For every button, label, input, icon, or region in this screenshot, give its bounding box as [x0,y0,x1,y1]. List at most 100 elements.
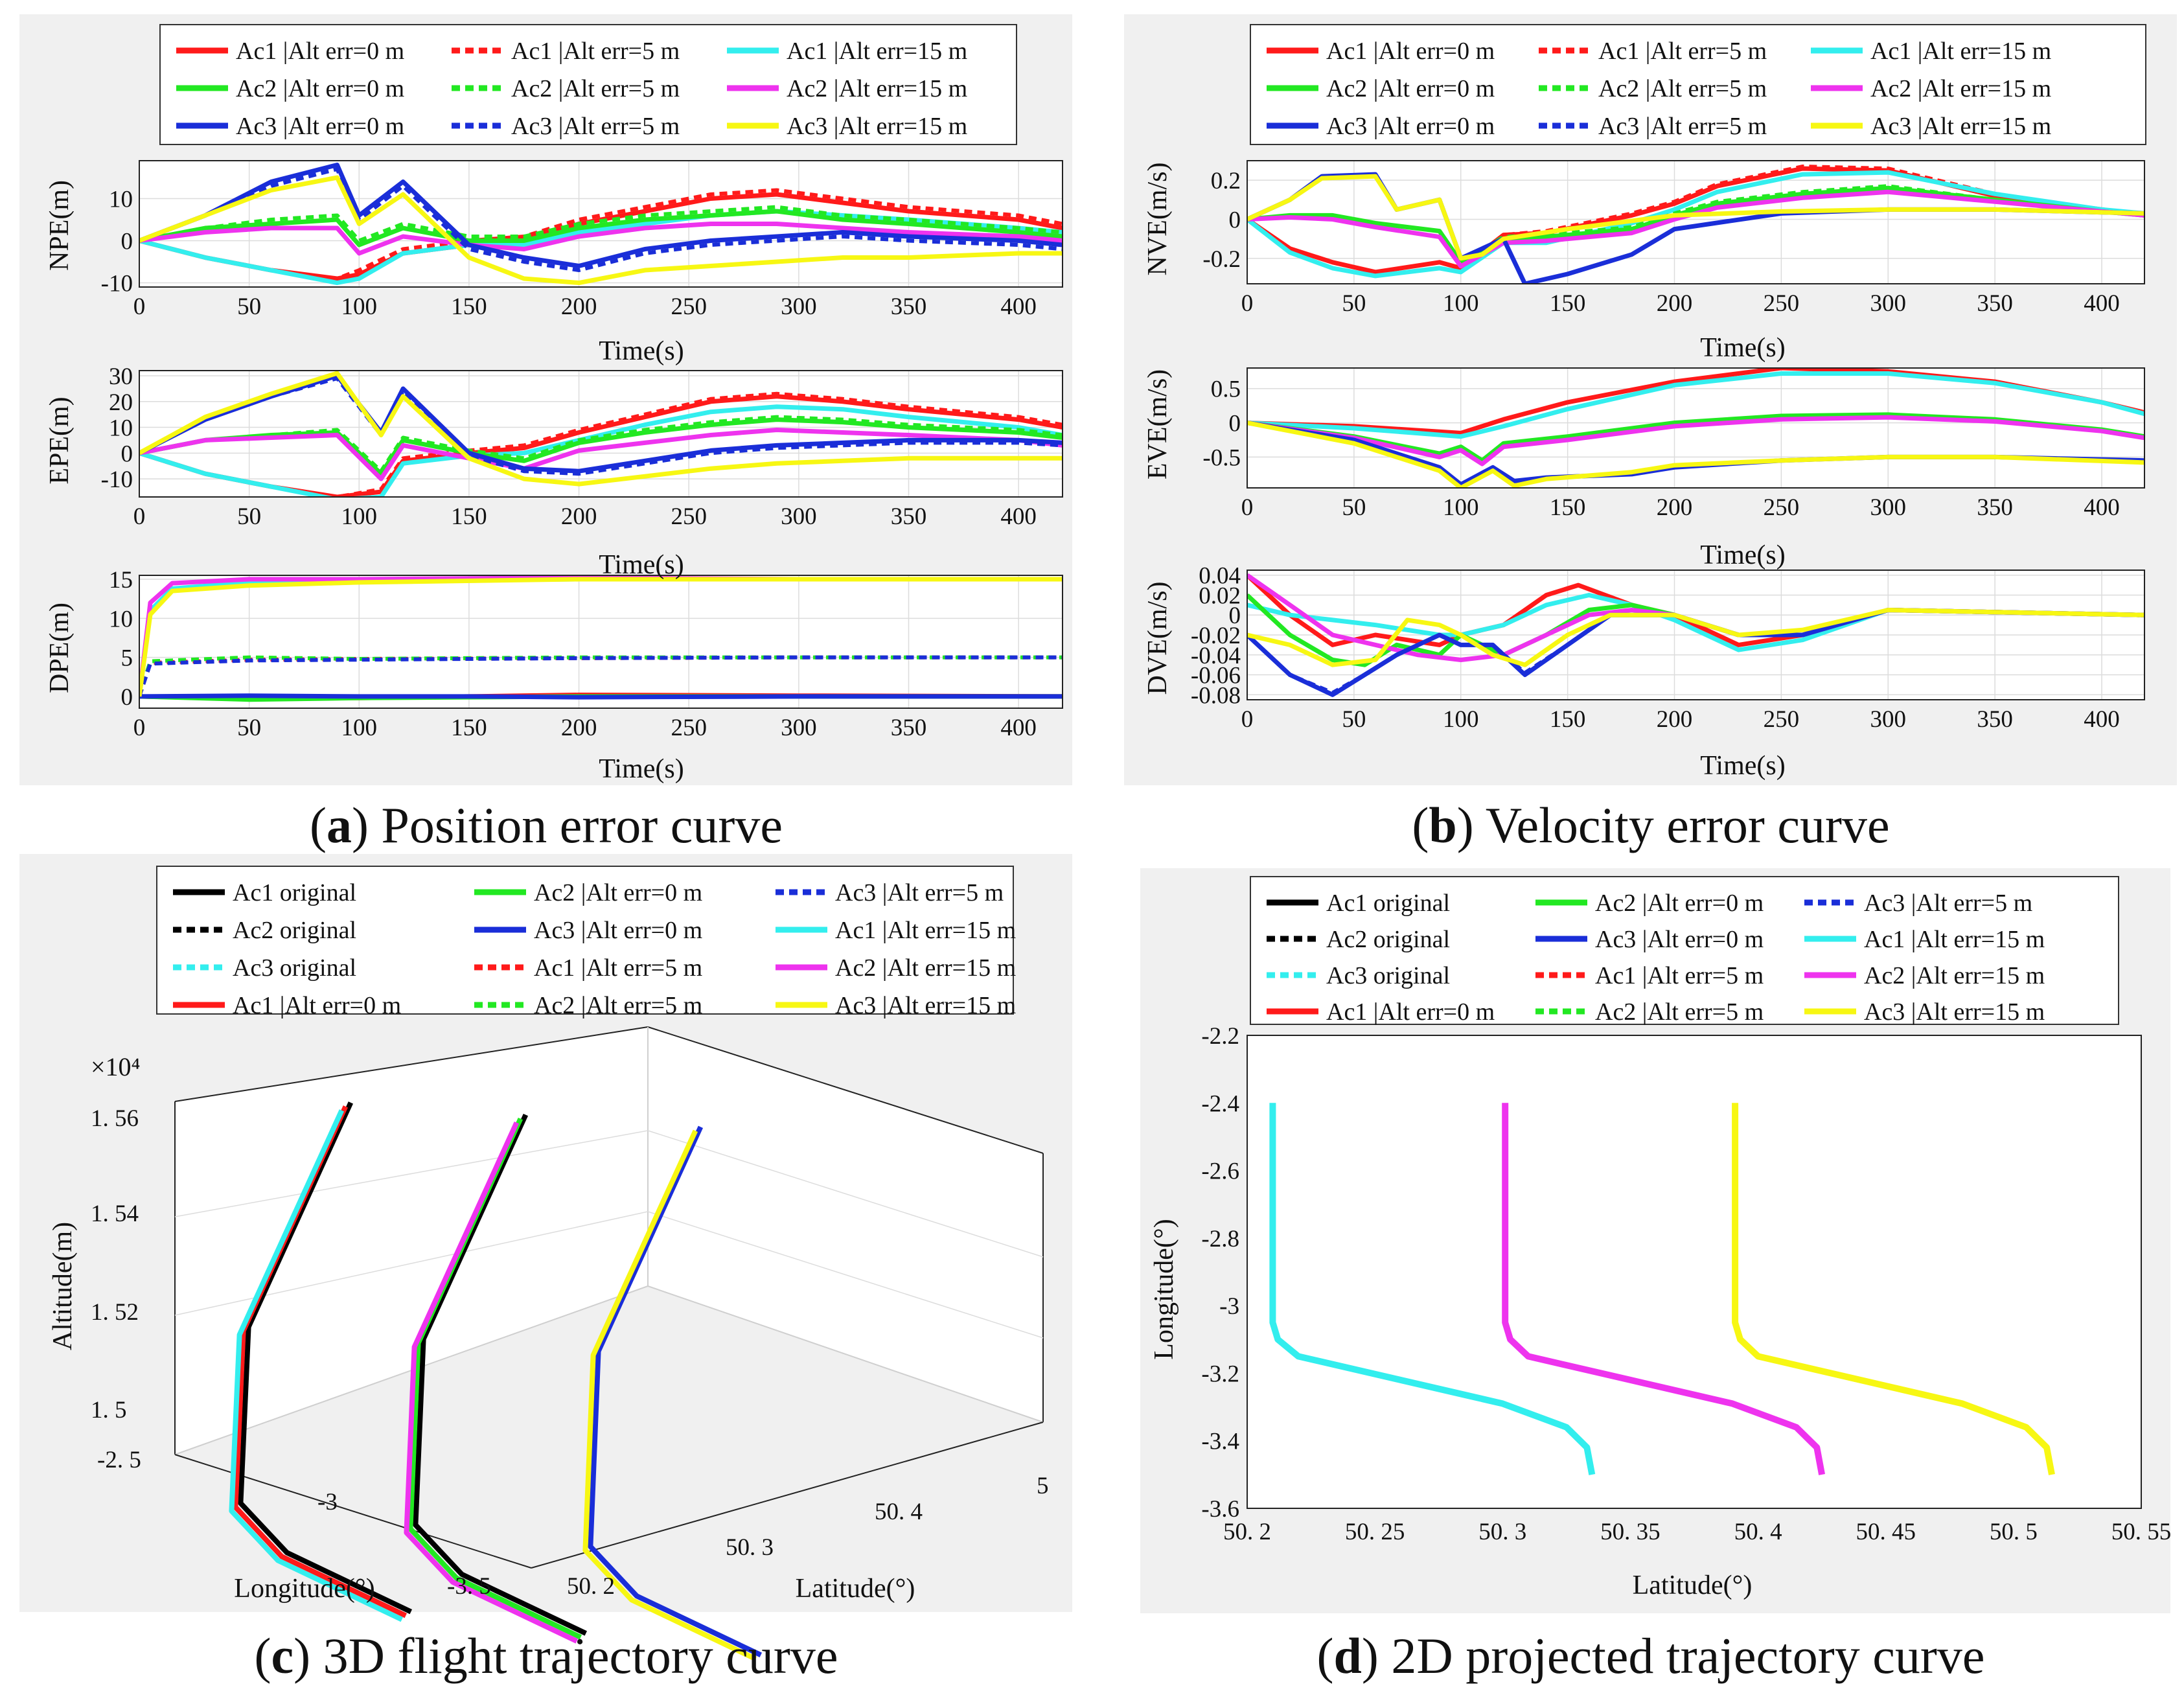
x-tick-label: 100 [341,294,378,320]
plot-frame [139,160,1063,288]
y-tick-label: -2.4 [1201,1090,1239,1117]
x-tick-label: 200 [561,715,597,741]
series-line-ac3-alt-err-15-m [139,371,1063,487]
series-line-ac2-alt-err-0-m [139,209,1063,248]
epe-ylabel: EPE(m) [45,397,75,484]
y-tick-label: 0 [121,684,133,711]
legend-label-ac2-alt-err-15-m: Ac2 |Alt err=15 m [835,954,1016,982]
trajectory-3d-ac3-Ac3 [588,1125,763,1658]
legend-label-ac2-alt-err-5-m: Ac2 |Alt err=5 m [1598,75,1767,102]
x-tick-label: 200 [1657,494,1693,521]
x-tick-label: 400 [1000,294,1037,320]
y-tick-label: -0.2 [1202,246,1241,273]
y-tick-label: -0.04 [1191,643,1241,669]
x-tick-label: 50. 4 [875,1499,923,1525]
series-line-ac2-alt-err-15-m [1247,189,2144,269]
legend-label-ac2-alt-err-15-m: Ac2 |Alt err=15 m [1870,75,2051,102]
y-tick-label: -0.08 [1191,682,1241,709]
x-tick-label: 300 [1870,290,1907,317]
x-tick-label: 50 [1342,494,1366,521]
x-tick-label: 250 [671,715,707,741]
x-tick-label: 0 [1241,290,1254,317]
legend-label-ac2-alt-err-5-m: Ac2 |Alt err=5 m [1595,998,1764,1026]
x-tick-label: 200 [1657,706,1693,733]
x-tick-label: 50. 3 [726,1534,774,1561]
y-tick-label: 0.02 [1199,582,1241,609]
x-tick-label: 150 [1550,706,1586,733]
x-tick-label: 300 [1870,494,1907,521]
series-line-ac1-alt-err-15-m [1247,593,2144,652]
y-tick-label: -2.6 [1201,1158,1239,1185]
legend-label-ac3-alt-err-5-m: Ac3 |Alt err=5 m [511,113,680,140]
caption-d: (d) 2D projected trajectory curve [1317,1628,1985,1684]
legend-label-ac2-original: Ac2 original [1326,926,1450,953]
y-tick-label: -3.2 [1201,1361,1239,1387]
series-line-ac2-alt-err-5-m [1247,184,2144,264]
x-tick-label: 0 [133,503,146,530]
plot-area [139,575,1063,708]
x-tick-label: 400 [2084,494,2120,521]
y-tick-label: -10 [101,466,133,493]
y-tick-label: -3. 5 [447,1573,491,1600]
y-tick-label: -3.4 [1201,1429,1239,1455]
x-tick-label: 350 [1977,494,2013,521]
series-line-ac3-alt-err-5-m [139,167,1063,272]
legend-label-ac1-alt-err-5-m: Ac1 |Alt err=5 m [1598,38,1767,65]
eve-xlabel: Time(s) [1700,540,1785,570]
legend-label-ac1-alt-err-15-m: Ac1 |Alt err=15 m [1864,926,2045,953]
series-group [139,575,1063,702]
x-tick-label: 100 [341,715,378,741]
y-tick-label: -10 [101,271,133,297]
caption-b: (b) Velocity error curve [1412,797,1889,853]
x-tick-label: 0 [133,294,146,320]
y-tick-label: -0.06 [1191,663,1241,689]
trajectory-ac3-alt-err-15-m [1732,1103,2055,1475]
x-tick-label: 300 [781,715,817,741]
y-tick-label: 10 [109,415,133,442]
trajectory-3d-ac3-yellow [582,1129,757,1662]
x-tick-label: 50. 25 [1345,1519,1405,1545]
2d-projection-plot: 50. 2 50. 25 50. 3 50. 35 50. 4 50. 45 50. 5 50… [1201,1023,2171,1545]
y-tick-label: 5 [121,645,133,672]
3d-tick-labels: 1. 56 1. 54 1. 52 1. 5 -2. 5 -3 -3. 5 50. 2 50. … [91,1105,1049,1600]
y-tick-label: -2.2 [1201,1023,1239,1050]
series-group [139,371,1063,497]
y-tick-label: 10 [109,606,133,632]
x-tick-label: 250 [1764,706,1800,733]
y-tick-label: 0.2 [1211,168,1241,194]
x-tick-label: 0 [1241,706,1254,733]
series-line-ac3-alt-err-15-m [1247,174,2144,261]
legend-label-ac3-alt-err-15-m: Ac3 |Alt err=15 m [835,992,1016,1019]
x-tick-label: 250 [1764,494,1800,521]
x-tick-label: 50. 55 [2111,1519,2172,1545]
x-tick-label: 50. 35 [1600,1519,1661,1545]
x-tick-label: 250 [671,503,707,530]
x-tick-label: 50 [237,294,261,320]
series-group [1247,368,2144,488]
y-tick-label: 0 [121,229,133,255]
panel-b-legend: Ac1 |Alt err=0 m Ac1 |Alt err=5 m Ac1 |Alt… [1250,24,2146,145]
y-tick-label: -0.02 [1191,623,1241,649]
legend-label-ac2-alt-err-0-m: Ac2 |Alt err=0 m [1595,890,1764,917]
series-line-ac2-alt-err-15-m [139,222,1063,256]
series-line-ac2-alt-err-5-m [139,205,1063,243]
plot-frame [139,575,1063,709]
series-line-ac2-alt-err-0-m [139,417,1063,476]
legend-label-ac2-alt-err-0-m: Ac2 |Alt err=0 m [534,879,702,906]
legend-label-ac3-alt-err-0-m: Ac3 |Alt err=0 m [236,113,404,140]
y-tick-label: 10 [109,187,133,213]
legend-label-ac3-alt-err-5-m: Ac3 |Alt err=5 m [835,879,1004,906]
x-tick-label: 50 [237,503,261,530]
legend-label-ac2-alt-err-15-m: Ac2 |Alt err=15 m [787,75,967,102]
trajectory-3d-ac2-magenta [404,1121,579,1644]
x-tick-label: 50. 5 [1990,1519,2038,1545]
x-tick-label: 200 [1657,290,1693,317]
series-line-ac2-alt-err-15-m [139,428,1063,481]
legend-label-ac2-alt-err-5-m: Ac2 |Alt err=5 m [511,75,680,102]
x-tick-label: 150 [451,503,487,530]
z-tick-label: 1. 54 [91,1201,139,1227]
